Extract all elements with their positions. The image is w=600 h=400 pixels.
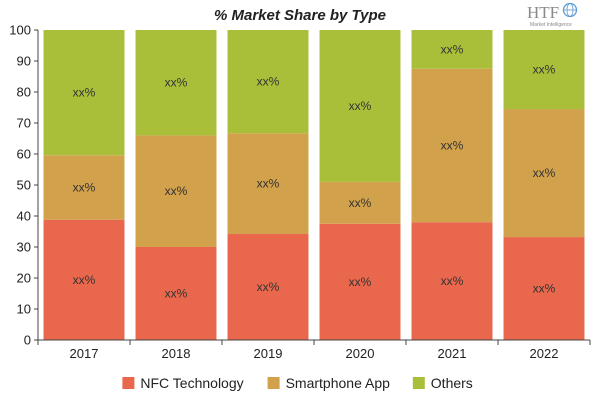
logo-subtitle: Market Intelligence bbox=[530, 22, 572, 28]
y-tick-label-8: 80 bbox=[17, 85, 31, 100]
x-tick-label-2020: 2020 bbox=[346, 346, 375, 361]
data-label-2019-series-2: xx% bbox=[257, 75, 280, 89]
data-label-2018-series-1: xx% bbox=[165, 184, 188, 198]
data-label-2022-series-1: xx% bbox=[533, 166, 556, 180]
x-tick-label-2017: 2017 bbox=[70, 346, 99, 361]
bar-2017-series-1 bbox=[43, 155, 125, 220]
legend-label-0: NFC Technology bbox=[140, 375, 243, 391]
x-tick-label-2021: 2021 bbox=[438, 346, 467, 361]
bar-2021-series-1 bbox=[411, 68, 493, 223]
y-tick-label-2: 20 bbox=[17, 271, 31, 286]
x-tick-label-2019: 2019 bbox=[254, 346, 283, 361]
data-labels-layer: xx% xx% xx% xx% xx% xx% xx% xx% xx% xx% xx% xx% xx% x… bbox=[73, 42, 556, 300]
legend-label-1: Smartphone App bbox=[286, 375, 391, 391]
data-label-2021-series-1: xx% bbox=[441, 138, 464, 152]
axes-layer: 0 10 20 30 40 50 60 70 80 90 100 2017 2018 2019 2020 20… bbox=[9, 23, 591, 361]
y-tick-label-7: 70 bbox=[17, 116, 31, 131]
bar-2017-series-2 bbox=[43, 30, 125, 156]
bar-2018-series-1 bbox=[135, 135, 217, 247]
data-label-2019-series-0: xx% bbox=[257, 280, 280, 294]
data-label-2020-series-0: xx% bbox=[349, 275, 372, 289]
y-tick-label-4: 40 bbox=[17, 209, 31, 224]
bar-2022-series-1 bbox=[503, 109, 585, 238]
bar-2019-series-2 bbox=[227, 30, 309, 134]
legend: NFC Technology Smartphone App Others bbox=[122, 375, 473, 391]
bar-2020-series-1 bbox=[319, 181, 401, 224]
logo-text: HTF bbox=[527, 3, 559, 22]
data-label-2019-series-1: xx% bbox=[257, 177, 280, 191]
bar-2022-series-0 bbox=[503, 237, 585, 340]
y-tick-label-9: 90 bbox=[17, 54, 31, 69]
data-label-2021-series-2: xx% bbox=[441, 42, 464, 56]
data-label-2017-series-0: xx% bbox=[73, 273, 96, 287]
bar-2017-series-0 bbox=[43, 219, 125, 340]
legend-label-2: Others bbox=[431, 375, 473, 391]
bar-2020-series-0 bbox=[319, 223, 401, 340]
bar-2021-series-0 bbox=[411, 222, 493, 340]
x-tick-label-2018: 2018 bbox=[162, 346, 191, 361]
legend-swatch-0 bbox=[122, 377, 135, 389]
bar-2021-series-2 bbox=[411, 30, 493, 69]
logo: HTF Market Intelligence bbox=[527, 2, 578, 28]
data-label-2017-series-2: xx% bbox=[73, 86, 96, 100]
data-label-2018-series-2: xx% bbox=[165, 76, 188, 90]
chart-title: % Market Share by Type bbox=[214, 7, 386, 24]
y-tick-label-3: 30 bbox=[17, 240, 31, 255]
data-label-2021-series-0: xx% bbox=[441, 274, 464, 288]
data-label-2017-series-1: xx% bbox=[73, 180, 96, 194]
bars-layer bbox=[43, 30, 585, 340]
data-label-2020-series-2: xx% bbox=[349, 99, 372, 113]
bar-2020-series-2 bbox=[319, 30, 401, 182]
y-tick-label-1: 10 bbox=[17, 302, 31, 317]
bar-2019-series-1 bbox=[227, 133, 309, 234]
x-tick-label-2022: 2022 bbox=[530, 346, 559, 361]
bar-2022-series-2 bbox=[503, 30, 585, 110]
data-label-2022-series-2: xx% bbox=[533, 63, 556, 77]
data-label-2020-series-1: xx% bbox=[349, 196, 372, 210]
y-tick-label-6: 60 bbox=[17, 147, 31, 162]
bar-2019-series-0 bbox=[227, 233, 309, 340]
bar-2018-series-2 bbox=[135, 30, 217, 136]
data-label-2022-series-0: xx% bbox=[533, 282, 556, 296]
y-tick-label-10: 100 bbox=[9, 23, 31, 38]
bar-2018-series-0 bbox=[135, 247, 217, 340]
data-label-2018-series-0: xx% bbox=[165, 287, 188, 301]
y-tick-label-0: 0 bbox=[24, 333, 31, 348]
y-tick-label-5: 50 bbox=[17, 178, 31, 193]
legend-swatch-2 bbox=[412, 377, 425, 389]
legend-swatch-1 bbox=[267, 377, 280, 389]
